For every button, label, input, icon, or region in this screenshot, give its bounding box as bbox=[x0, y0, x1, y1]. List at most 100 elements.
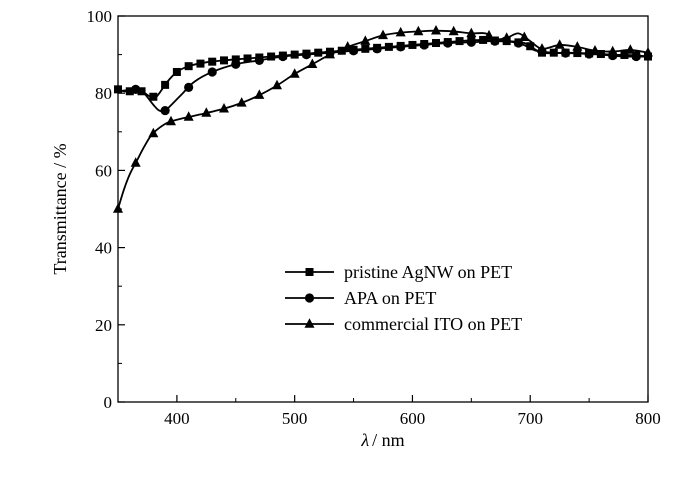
series-1-point bbox=[337, 46, 346, 55]
series-lines bbox=[118, 29, 648, 210]
series-3-point bbox=[431, 24, 441, 35]
series-2-point bbox=[396, 42, 406, 52]
x-tick-label: 700 bbox=[517, 409, 543, 428]
series-1-point bbox=[620, 50, 629, 59]
series-2-point bbox=[443, 38, 453, 48]
series-3-point bbox=[342, 41, 353, 51]
series-2-point bbox=[207, 67, 217, 77]
plot-frame bbox=[117, 15, 649, 403]
series-3-point bbox=[607, 45, 618, 56]
series-1-point bbox=[573, 49, 582, 58]
series-2-point bbox=[372, 44, 382, 54]
y-tick-label: 80 bbox=[95, 84, 112, 103]
series-1-point bbox=[243, 54, 252, 63]
legend-marker bbox=[304, 293, 315, 303]
series-1-point bbox=[184, 62, 193, 71]
series-1-point bbox=[549, 48, 558, 57]
series-1-point bbox=[384, 42, 393, 51]
series-1-point bbox=[361, 44, 370, 53]
series-2-point bbox=[631, 51, 641, 62]
series-3-point bbox=[219, 102, 229, 113]
y-tick-label: 20 bbox=[95, 316, 112, 335]
series-3-point bbox=[378, 29, 388, 40]
series-1-point bbox=[161, 80, 170, 89]
axis-ticks bbox=[117, 15, 649, 403]
series-1-point bbox=[267, 52, 276, 61]
y-axis-title: Transmittance / % bbox=[50, 143, 70, 274]
series-3-point bbox=[272, 79, 282, 90]
series-2-point bbox=[560, 48, 571, 58]
series-1-point bbox=[137, 87, 146, 96]
series-1-point bbox=[125, 87, 134, 96]
series-3-point bbox=[537, 43, 547, 53]
legend: pristine AgNW on PET APA on PET commercial… bbox=[285, 262, 522, 334]
series-3-point bbox=[501, 32, 512, 42]
series-2-point bbox=[466, 37, 476, 47]
x-tick-labels: 400 500 600 700 800 bbox=[164, 409, 661, 428]
series-line-3 bbox=[118, 29, 648, 210]
y-tick-label: 0 bbox=[104, 393, 113, 412]
x-tick-label: 500 bbox=[282, 409, 308, 428]
series-3-point bbox=[166, 115, 176, 126]
series-1-point bbox=[196, 59, 205, 68]
series-3-point bbox=[519, 31, 530, 42]
y-tick-label: 100 bbox=[87, 7, 113, 26]
series-1-point bbox=[644, 52, 652, 61]
series-2-point bbox=[160, 105, 170, 116]
legend-label: commercial ITO on PET bbox=[344, 314, 522, 334]
series-1-point bbox=[432, 39, 440, 48]
y-tick-labels: 0 20 40 60 80 100 bbox=[87, 7, 113, 412]
series-3-point bbox=[466, 27, 477, 38]
series-3-point bbox=[307, 58, 318, 69]
series-1-point bbox=[172, 67, 181, 76]
series-3-point bbox=[360, 35, 371, 45]
series-markers bbox=[113, 24, 653, 213]
series-2-point bbox=[131, 84, 141, 94]
series-3-point bbox=[130, 157, 141, 167]
x-tick-label: 800 bbox=[635, 409, 661, 428]
series-3-point bbox=[395, 26, 406, 37]
y-tick-label: 40 bbox=[95, 239, 112, 258]
series-3-point bbox=[201, 107, 212, 117]
legend-label: pristine AgNW on PET bbox=[344, 262, 512, 282]
x-axis-title: λ / nm bbox=[360, 430, 404, 450]
y-tick-label: 60 bbox=[95, 161, 112, 180]
series-2-point bbox=[584, 49, 594, 59]
series-3-point bbox=[554, 39, 565, 49]
series-1-point bbox=[596, 50, 605, 59]
series-1-point bbox=[526, 42, 535, 51]
series-3-point bbox=[590, 45, 600, 55]
x-tick-label: 400 bbox=[164, 409, 190, 428]
series-1-point bbox=[455, 37, 464, 46]
legend-label: APA on PET bbox=[344, 288, 436, 308]
series-1-point bbox=[114, 85, 122, 94]
series-1-point bbox=[408, 40, 417, 49]
series-3-point bbox=[484, 29, 494, 40]
series-2-point bbox=[184, 82, 194, 93]
series-3-point bbox=[448, 25, 459, 36]
series-2-point bbox=[278, 51, 288, 62]
series-3-point bbox=[254, 89, 265, 99]
series-3-point bbox=[625, 44, 636, 54]
x-tick-label: 600 bbox=[400, 409, 426, 428]
series-1-point bbox=[314, 48, 323, 57]
series-2-point bbox=[231, 59, 241, 69]
series-3-point bbox=[289, 68, 300, 78]
series-1-point bbox=[231, 55, 240, 64]
series-3-point bbox=[413, 25, 424, 36]
x-axis-symbol: λ bbox=[360, 430, 369, 450]
series-3-point bbox=[148, 127, 159, 138]
series-1-point bbox=[479, 35, 488, 44]
legend-marker bbox=[305, 268, 314, 276]
series-1-point bbox=[149, 92, 158, 101]
series-3-point bbox=[572, 41, 583, 51]
series-3-point bbox=[236, 97, 247, 107]
series-2-point bbox=[301, 50, 312, 60]
series-3-point bbox=[113, 203, 123, 213]
legend-marker bbox=[304, 318, 315, 328]
series-3-point bbox=[183, 111, 194, 121]
series-1-point bbox=[220, 56, 228, 65]
series-2-point bbox=[419, 40, 429, 50]
series-3-point bbox=[325, 48, 335, 59]
